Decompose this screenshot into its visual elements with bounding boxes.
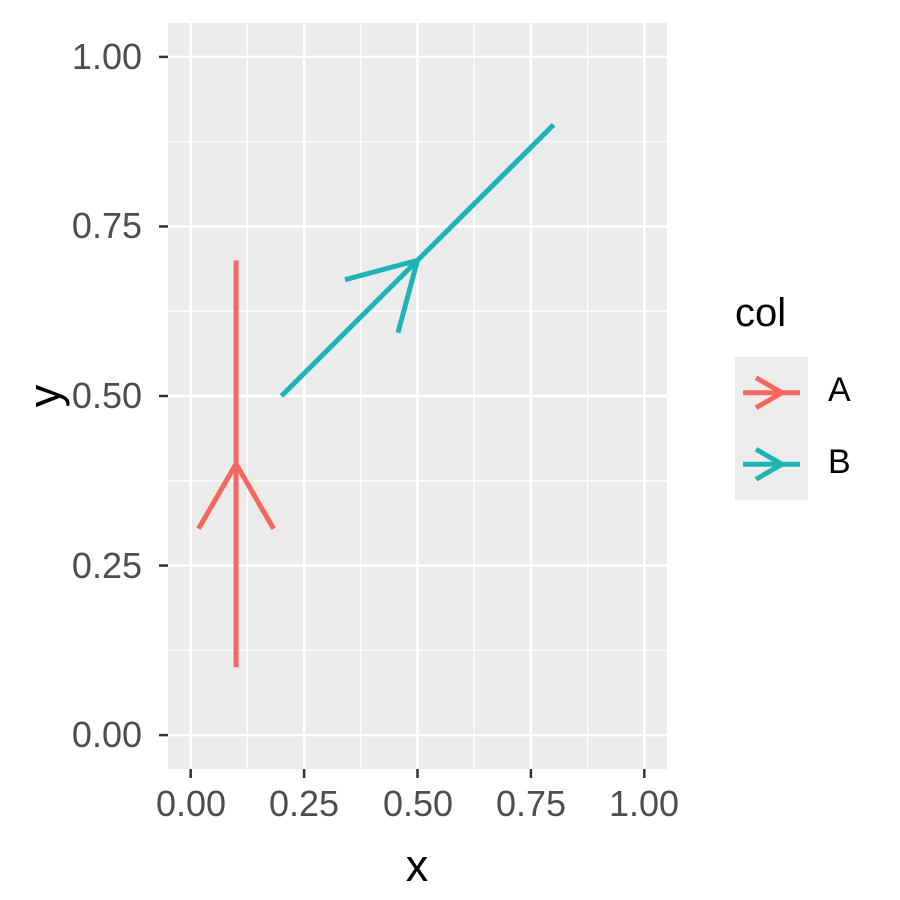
x-tick-label: 1.00 [608,783,680,824]
y-axis-title: y [19,384,70,408]
legend-glyph-arrowhead-a [754,375,784,395]
series-arrowhead-A [233,462,276,531]
series-arrowhead-B [395,259,420,334]
legend-label-a: A [828,371,851,409]
y-tick-label: 0.75 [71,205,142,246]
y-tick-label: 0.00 [71,714,142,755]
legend-glyph-arrowhead-b [754,447,784,467]
y-tick-label: 1.00 [71,36,142,77]
x-axis-title: x [405,840,429,891]
series-arrowhead-A [196,462,239,531]
y-tick-label: 0.25 [71,545,142,586]
x-tick-label: 0.25 [268,783,340,824]
x-tick-label: 0.75 [495,783,567,824]
series-arrowhead-B [344,257,419,283]
legend-title: col [735,291,787,335]
x-tick-label: 0.50 [382,783,454,824]
y-tick-label: 0.50 [71,375,142,416]
x-tick-label: 0.00 [155,783,227,824]
legend-label-b: B [828,443,851,481]
legend-glyph-arrowhead-b [754,462,784,482]
legend-glyph-arrowhead-a [754,390,784,410]
